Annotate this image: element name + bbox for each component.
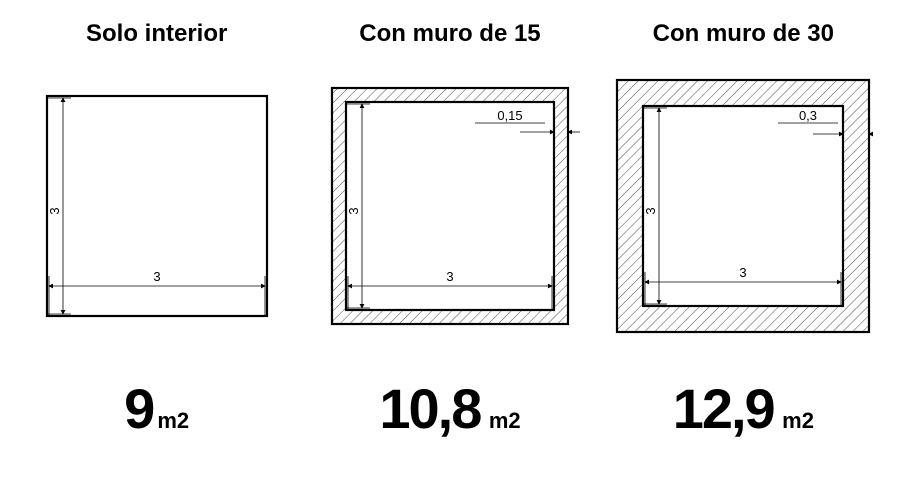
area-num-muro30: 12,9 <box>673 377 774 440</box>
wall-label-muro30: 0,3 <box>799 108 817 123</box>
area-muro30: 12,9 m2 <box>673 376 814 441</box>
diagram-col-muro30: Con muro de 30 3 3 0 <box>603 20 883 441</box>
dim-v-solo: 3 <box>47 207 62 214</box>
figure-solo: 3 3 <box>27 76 287 336</box>
dim-v-muro30: 3 <box>643 207 658 214</box>
title-muro30: Con muro de 30 <box>653 20 834 48</box>
area-num-muro15: 10,8 <box>379 377 480 440</box>
diagram-col-solo: Solo interior <box>17 20 297 441</box>
title-solo: Solo interior <box>86 20 227 48</box>
dim-h-muro30: 3 <box>740 265 747 280</box>
area-muro15: 10,8 m2 <box>379 376 520 441</box>
figure-muro30: 3 3 0,3 <box>613 76 873 336</box>
diagram-col-muro15: Con muro de 15 3 3 <box>310 20 590 441</box>
area-solo: 9m2 <box>124 376 189 441</box>
figure-muro15: 3 3 0,15 <box>320 76 580 336</box>
wall-label-muro15: 0,15 <box>497 108 522 123</box>
diagram-row: Solo interior <box>0 0 900 500</box>
dim-h-muro15: 3 <box>446 269 453 284</box>
area-unit-muro15: m2 <box>489 408 521 433</box>
area-num-solo: 9 <box>124 377 153 440</box>
dim-h-solo: 3 <box>153 269 160 284</box>
area-unit-solo: m2 <box>157 408 189 433</box>
title-muro15: Con muro de 15 <box>359 20 540 48</box>
area-unit-muro30: m2 <box>782 408 814 433</box>
dim-v-muro15: 3 <box>346 207 361 214</box>
